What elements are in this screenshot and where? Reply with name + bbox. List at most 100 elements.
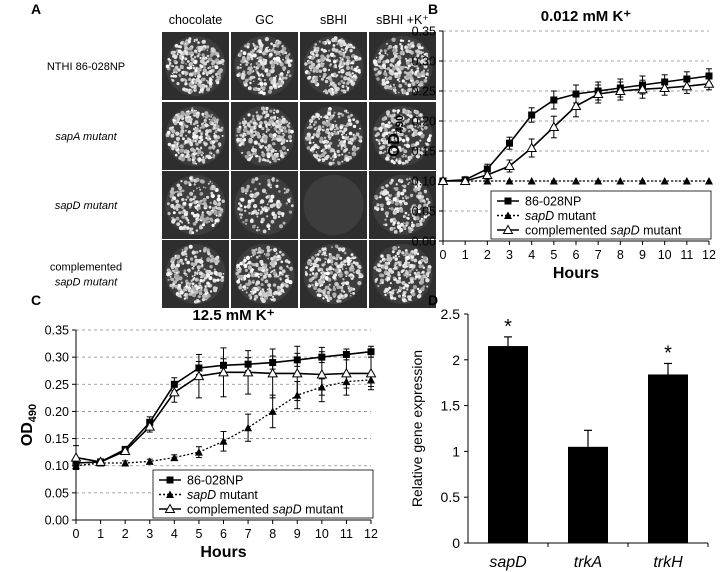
plate-image <box>162 240 229 308</box>
colony <box>236 279 241 284</box>
marker-square <box>550 96 558 104</box>
colony <box>194 75 197 77</box>
colony <box>339 51 344 56</box>
colony <box>203 120 207 124</box>
colony <box>191 158 195 162</box>
colony <box>333 59 336 62</box>
colony <box>376 64 379 67</box>
colony <box>321 263 325 267</box>
colony <box>238 285 243 290</box>
legend-label: sapD mutant <box>525 209 596 223</box>
colony <box>177 112 181 116</box>
colony <box>270 271 272 274</box>
colony <box>250 255 253 258</box>
colony <box>410 227 414 232</box>
colony <box>419 113 423 117</box>
colony <box>308 125 312 129</box>
colony <box>255 63 258 65</box>
colony <box>409 263 414 268</box>
colony <box>412 118 416 122</box>
colony <box>376 277 378 280</box>
colony <box>202 197 207 202</box>
colony <box>190 147 195 152</box>
plate-image <box>369 171 436 239</box>
colony <box>248 272 250 275</box>
colony <box>266 72 271 77</box>
colony <box>209 201 212 204</box>
colony <box>411 267 414 271</box>
colony <box>280 151 284 156</box>
colony <box>319 285 322 287</box>
colony <box>321 128 325 132</box>
colony <box>416 54 420 57</box>
colony <box>344 136 348 140</box>
colony <box>388 286 391 290</box>
colony <box>401 147 405 151</box>
colony <box>355 132 360 137</box>
colony <box>329 141 333 145</box>
colony <box>184 40 189 44</box>
colony <box>312 66 316 71</box>
colony <box>322 149 325 152</box>
colony <box>321 120 327 125</box>
colony <box>184 252 188 256</box>
colony <box>209 180 212 183</box>
colony <box>275 50 280 55</box>
colony <box>258 182 261 185</box>
colony <box>207 283 210 286</box>
colony <box>202 248 207 252</box>
colony <box>410 77 414 81</box>
colony <box>411 221 414 224</box>
colony <box>181 206 185 210</box>
colony <box>186 43 189 46</box>
colony <box>420 275 424 279</box>
colony <box>246 45 250 49</box>
colony <box>253 204 258 209</box>
colony <box>323 116 326 119</box>
colony <box>173 54 178 60</box>
colony <box>422 201 425 203</box>
colony <box>251 262 255 266</box>
colony <box>377 268 382 273</box>
marker-triangle <box>219 437 228 445</box>
colony <box>253 286 258 292</box>
colony <box>403 149 408 154</box>
colony <box>390 220 393 223</box>
colony <box>333 285 336 288</box>
colony <box>408 269 412 273</box>
colony <box>176 190 179 193</box>
colony <box>192 66 196 70</box>
colony <box>422 285 426 288</box>
colony <box>244 222 248 225</box>
colony <box>278 158 281 161</box>
colony <box>402 197 405 200</box>
colony <box>425 54 428 57</box>
colony <box>407 83 412 88</box>
colony <box>357 70 361 74</box>
x-tick-label: 11 <box>340 527 353 541</box>
marker-open-triangle <box>526 142 538 152</box>
colony <box>167 211 171 216</box>
colony <box>265 53 268 55</box>
colony <box>270 70 274 74</box>
colony <box>246 184 250 189</box>
colony <box>383 223 386 226</box>
colony <box>276 179 279 182</box>
colony <box>184 246 189 251</box>
plate-image <box>231 32 298 100</box>
colony <box>186 195 190 199</box>
colony <box>353 134 357 138</box>
colony <box>259 145 263 149</box>
colony <box>422 266 426 269</box>
colony <box>411 150 415 154</box>
colony <box>239 261 243 266</box>
colony <box>346 259 351 264</box>
colony <box>409 114 413 118</box>
colony <box>192 250 195 253</box>
colony <box>277 210 282 216</box>
colony <box>337 295 342 300</box>
colony <box>287 125 291 129</box>
marker-open-triangle <box>119 445 131 456</box>
colony <box>398 80 401 83</box>
